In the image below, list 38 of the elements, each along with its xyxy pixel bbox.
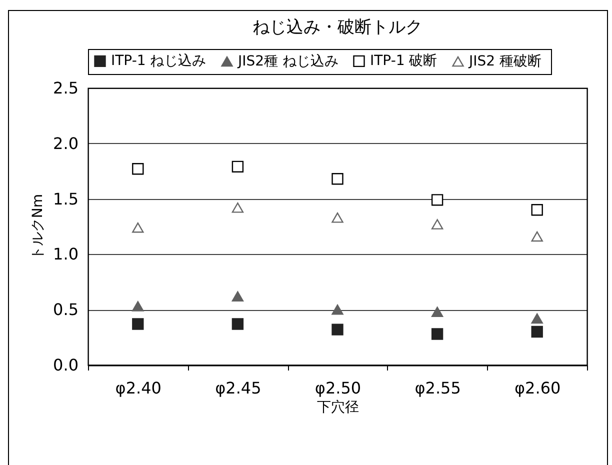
y-tick-label: 1.5 <box>53 189 78 208</box>
y-tick-label: 0.0 <box>53 356 78 374</box>
x-tick-label: φ2.40 <box>115 378 162 398</box>
point <box>132 318 144 330</box>
point <box>531 204 543 216</box>
point <box>132 163 144 175</box>
point <box>332 324 344 336</box>
point <box>332 304 344 315</box>
legend-label: ITP-1 破断 <box>370 53 438 70</box>
point <box>431 306 444 317</box>
x-tick-label: φ2.55 <box>414 378 461 398</box>
point <box>431 219 444 230</box>
point <box>431 194 444 206</box>
x-tick-label: φ2.50 <box>314 378 362 398</box>
y-axis-title: トルクNm <box>30 194 46 260</box>
point <box>431 328 444 340</box>
y-tick-label: 0.5 <box>53 300 78 320</box>
point <box>531 313 543 324</box>
chart-title: ねじ込み・破断トルク <box>252 18 422 38</box>
x-axis-title: 下穴径 <box>317 400 359 416</box>
x-tick-label: φ2.45 <box>215 378 262 398</box>
point <box>232 291 244 302</box>
legend-label: ITP-1 ねじ込み <box>111 53 206 70</box>
point <box>132 222 144 233</box>
point <box>232 318 244 330</box>
point <box>332 173 344 185</box>
y-tick-label: 1.0 <box>53 244 78 264</box>
point <box>232 202 244 213</box>
point <box>531 231 543 242</box>
x-tick-label: φ2.60 <box>514 378 561 398</box>
y-tick-label: 2.5 <box>53 78 78 98</box>
legend-label: JIS2種 ねじ込み <box>237 54 339 70</box>
point <box>531 326 543 338</box>
legend-label: JIS2 種破断 <box>468 54 542 70</box>
y-tick-label: 2.0 <box>53 134 78 153</box>
point <box>332 212 344 223</box>
point <box>132 301 144 312</box>
point <box>232 160 244 173</box>
